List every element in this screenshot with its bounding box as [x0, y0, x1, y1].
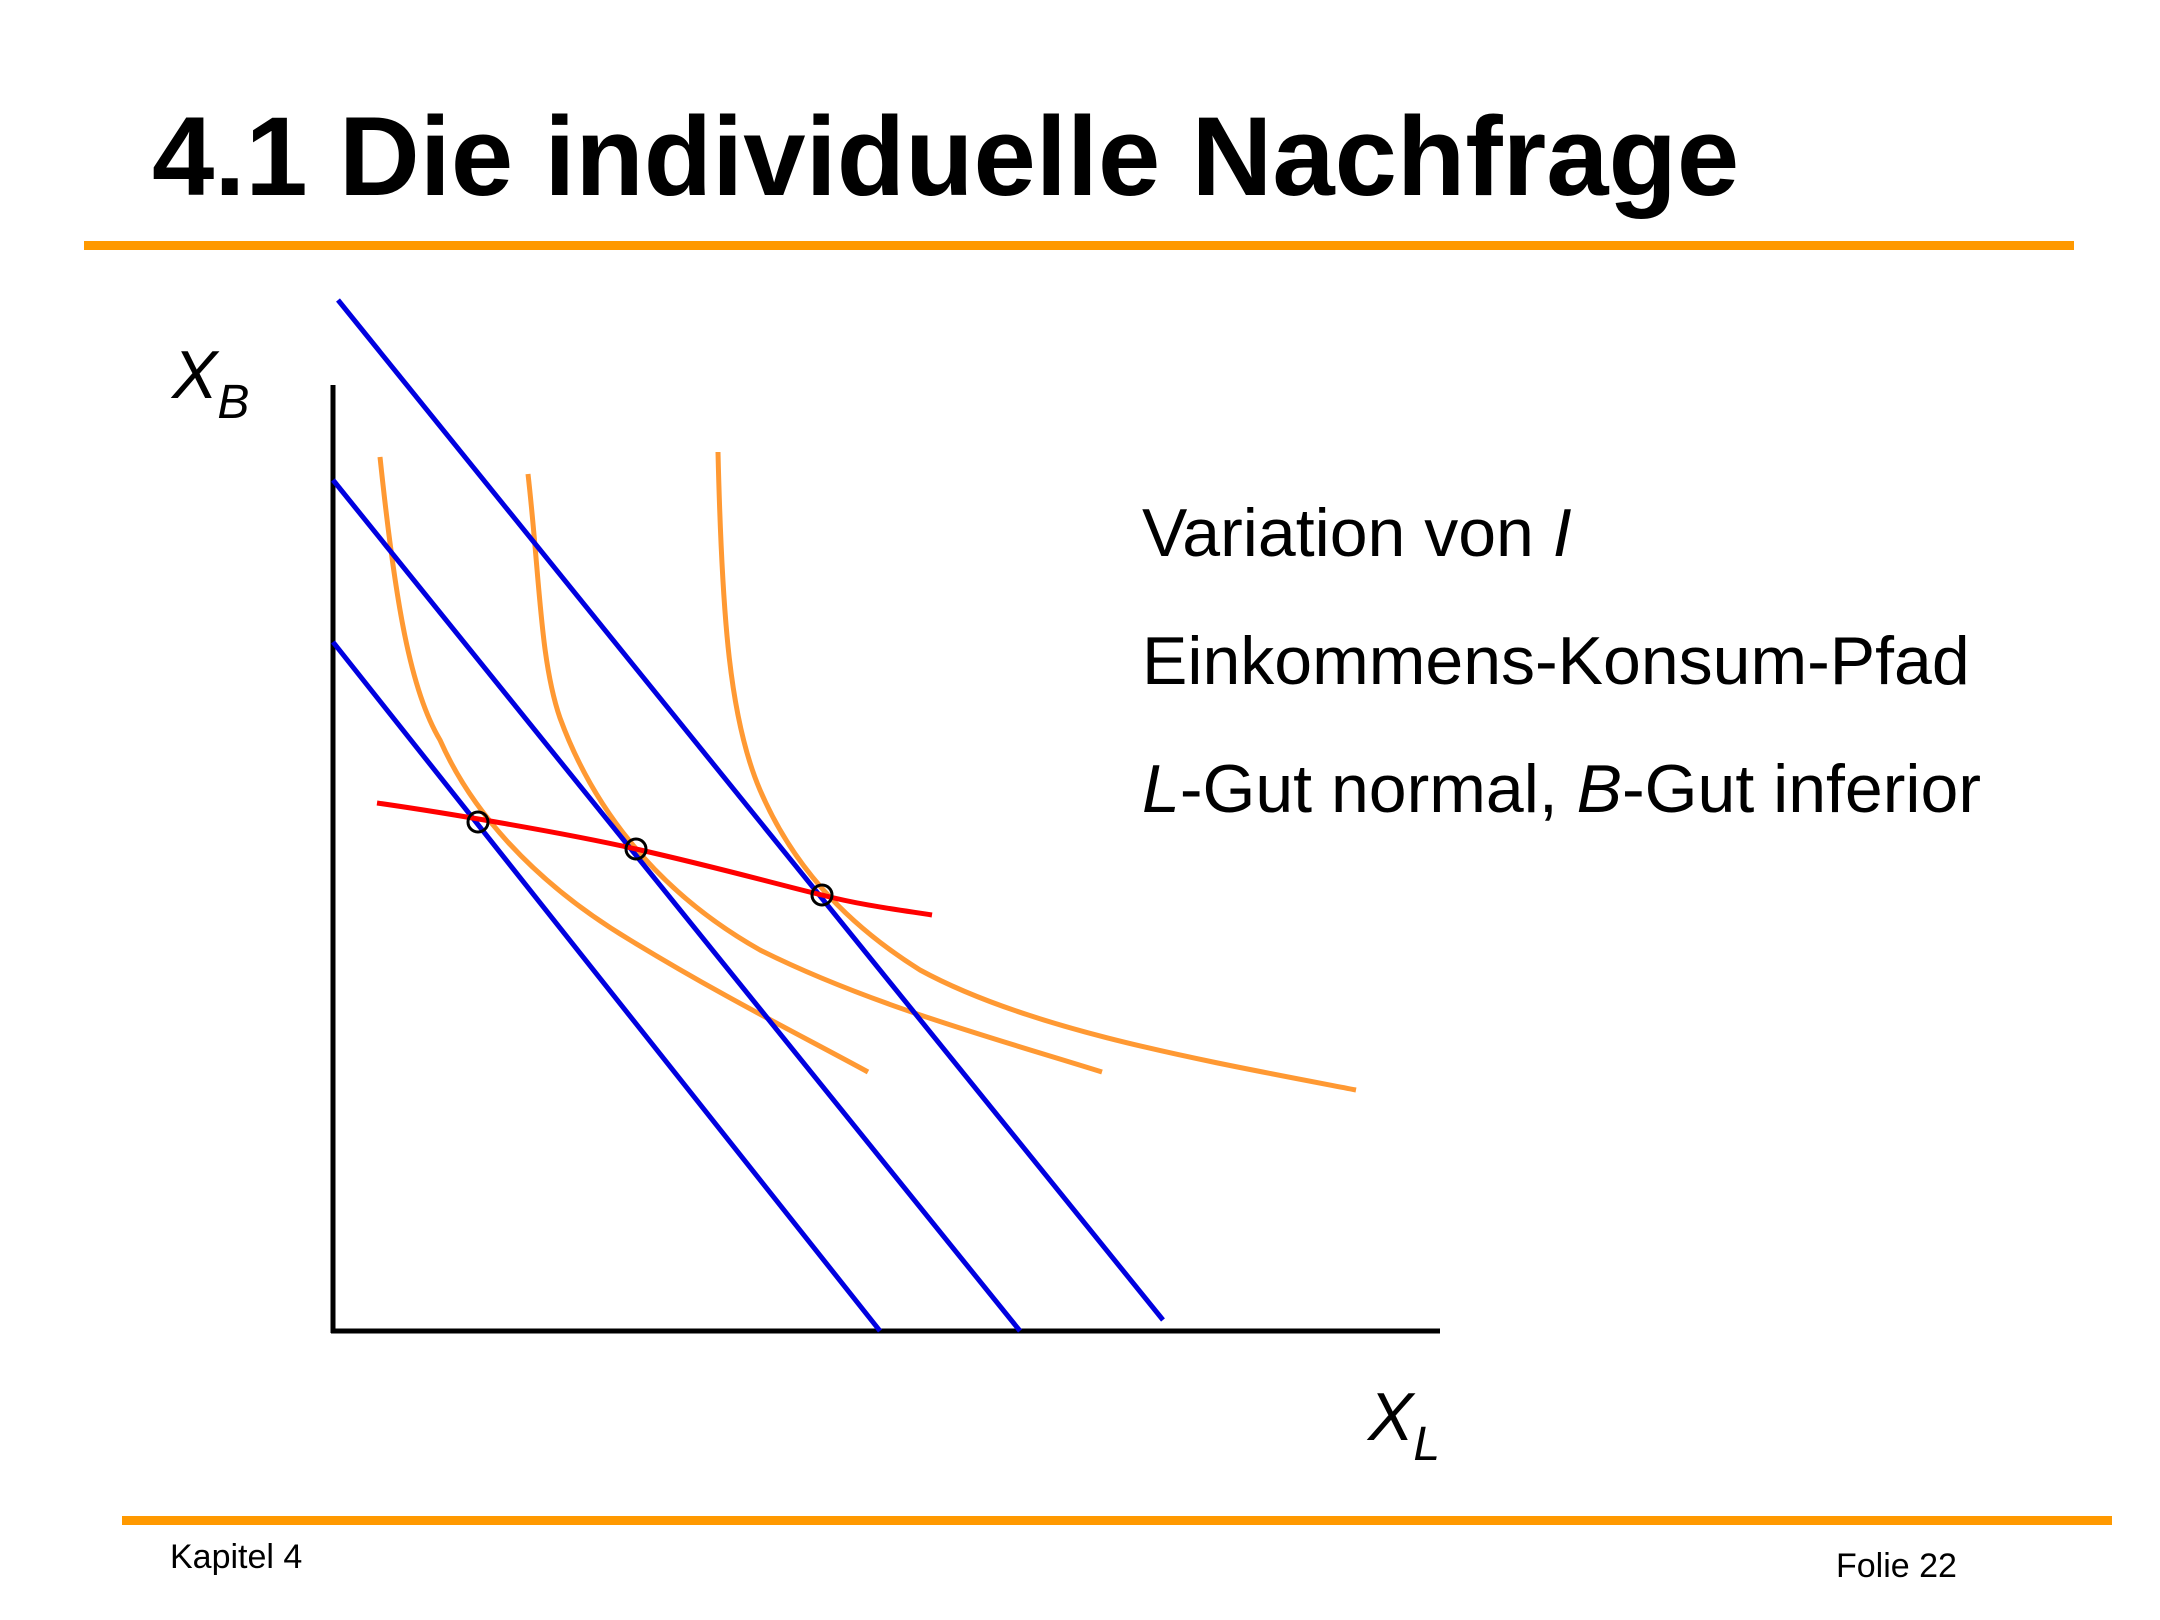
income-consumption-path	[376, 800, 933, 918]
note-goods: L-Gut normal, B-Gut inferior	[1142, 751, 1981, 827]
x-axis-label: XL	[1368, 1379, 1441, 1471]
note-path: Einkommens-Konsum-Pfad	[1142, 623, 1970, 699]
slide-title: 4.1 Die individuelle Nachfrage	[152, 94, 1740, 219]
budget-line-1	[331, 640, 882, 1333]
optimum-point-2	[624, 837, 648, 861]
indifference-curve-1	[377, 456, 870, 1075]
footer-chapter: Kapitel 4	[170, 1538, 303, 1576]
title-rule	[84, 241, 2074, 250]
indifference-curve-3	[715, 451, 1357, 1093]
budget-line-3	[336, 298, 1165, 1322]
footer-slide-number: Folie 22	[1836, 1547, 1957, 1585]
optimum-point-1	[466, 810, 490, 834]
indifference-curve-2	[525, 473, 1103, 1075]
budget-line-2	[331, 478, 1022, 1333]
note-variation: Variation von I	[1142, 495, 1572, 571]
footer-rule	[122, 1516, 2112, 1525]
optimum-point-3	[810, 883, 834, 907]
y-axis-label: XB	[172, 337, 250, 429]
